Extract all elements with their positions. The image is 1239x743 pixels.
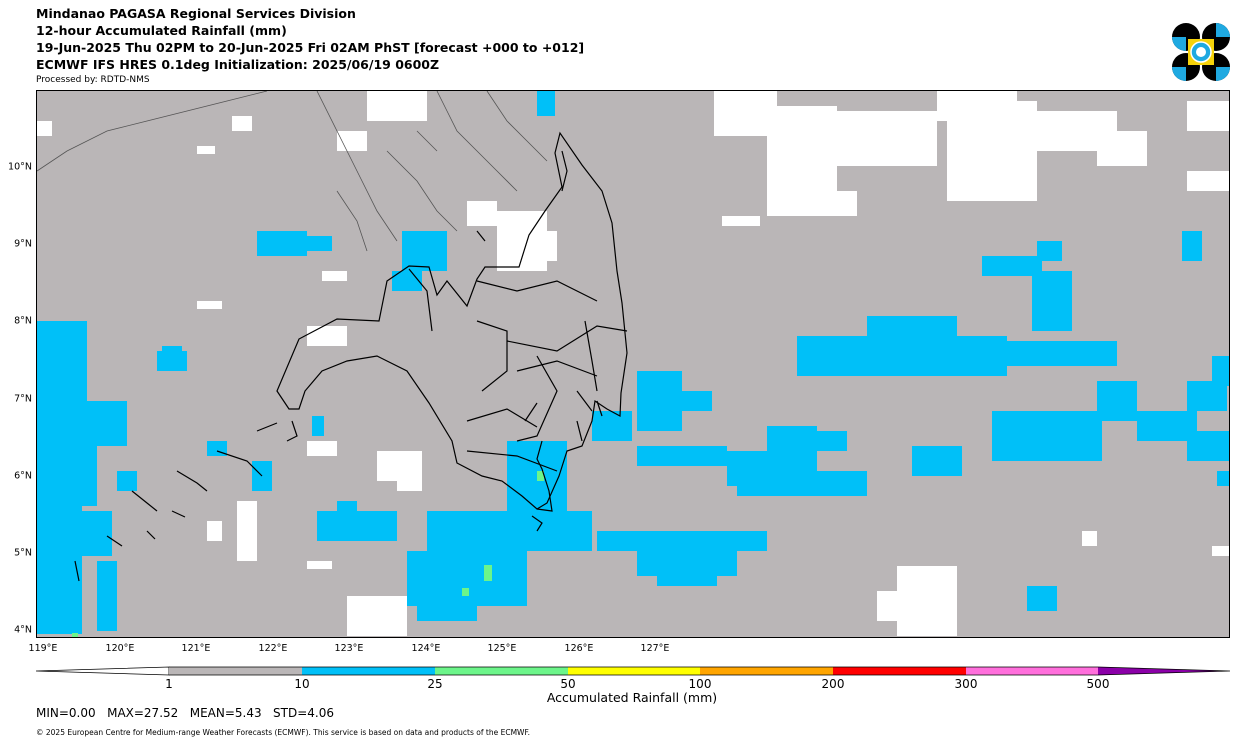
colorbar-tick-25: 25 <box>427 677 443 691</box>
lon-label-122E: 122°E <box>258 643 288 654</box>
colorbar-label: Accumulated Rainfall (mm) <box>546 690 718 705</box>
lon-label-123E: 123°E <box>334 643 364 654</box>
model-initialization: ECMWF IFS HRES 0.1deg Initialization: 20… <box>36 57 440 72</box>
lon-label-126E: 126°E <box>564 643 594 654</box>
map-title: Mindanao PAGASA Regional Services Divisi… <box>36 6 356 21</box>
lat-label-5N: 5°N <box>14 547 32 559</box>
rain-25-50-areas <box>72 471 544 637</box>
lon-label-125E: 125°E <box>487 643 517 654</box>
visayas-coastlines <box>37 91 548 252</box>
lat-label-8N: 8°N <box>14 315 32 327</box>
lon-label-119E: 119°E <box>28 643 58 654</box>
forecast-period: 19-Jun-2025 Thu 02PM to 20-Jun-2025 Fri … <box>36 40 585 55</box>
copyright-notice: © 2025 European Centre for Medium-range … <box>36 728 530 737</box>
colorbar-tick-50: 50 <box>560 677 576 691</box>
title-block: Mindanao PAGASA Regional Services Divisi… <box>36 5 584 86</box>
lon-label-127E: 127°E <box>640 643 670 654</box>
colorbar-tick-500: 500 <box>1086 677 1110 691</box>
colorbar-tick-1: 1 <box>165 677 173 691</box>
colorbar-tick-300: 300 <box>954 677 978 691</box>
lat-label-4N: 4°N <box>14 624 32 636</box>
rain-10-25-areas <box>37 91 1229 634</box>
pagasa-logo-icon <box>1172 23 1230 81</box>
lon-label-120E: 120°E <box>105 643 135 654</box>
rainfall-map <box>36 90 1230 638</box>
lat-label-7N: 7°N <box>14 393 32 405</box>
coastlines <box>74 131 628 582</box>
lat-label-9N: 9°N <box>14 238 32 250</box>
colorbar-tick-10: 10 <box>294 677 310 691</box>
map-subtitle: 12-hour Accumulated Rainfall (mm) <box>36 23 287 38</box>
colorbar <box>36 666 1230 676</box>
colorbar-tick-100: 100 <box>688 677 712 691</box>
lat-label-6N: 6°N <box>14 470 32 482</box>
processed-by: Processed by: RDTD-NMS <box>36 75 150 85</box>
colorbar-tick-200: 200 <box>821 677 845 691</box>
lon-label-124E: 124°E <box>411 643 441 654</box>
lat-label-10N: 10°N <box>8 161 32 173</box>
statistics-summary: MIN=0.00 MAX=27.52 MEAN=5.43 STD=4.06 <box>36 706 335 720</box>
lon-label-121E: 121°E <box>181 643 211 654</box>
